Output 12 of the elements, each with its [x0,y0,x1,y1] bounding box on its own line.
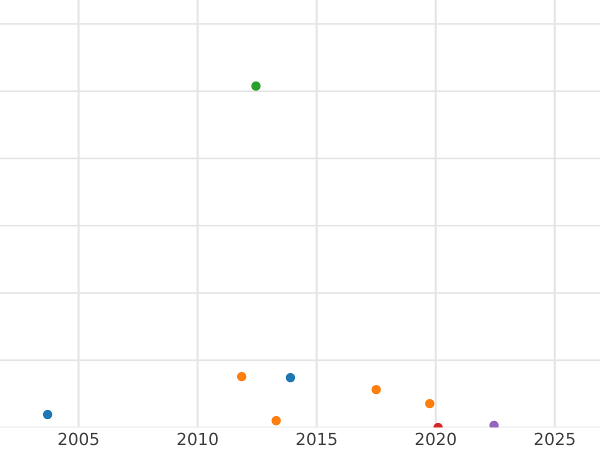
point [272,416,281,426]
x-tick-label: 2025 [534,432,575,446]
point [251,81,261,91]
point [286,372,296,382]
x-tick-label: 2015 [296,432,336,446]
point [372,384,381,394]
point [42,410,52,420]
x-tick-label: 2020 [416,432,456,446]
point [237,372,246,382]
x-tick-label: 2010 [178,432,218,446]
x-tick-label: 2005 [58,432,98,446]
point [425,398,434,408]
